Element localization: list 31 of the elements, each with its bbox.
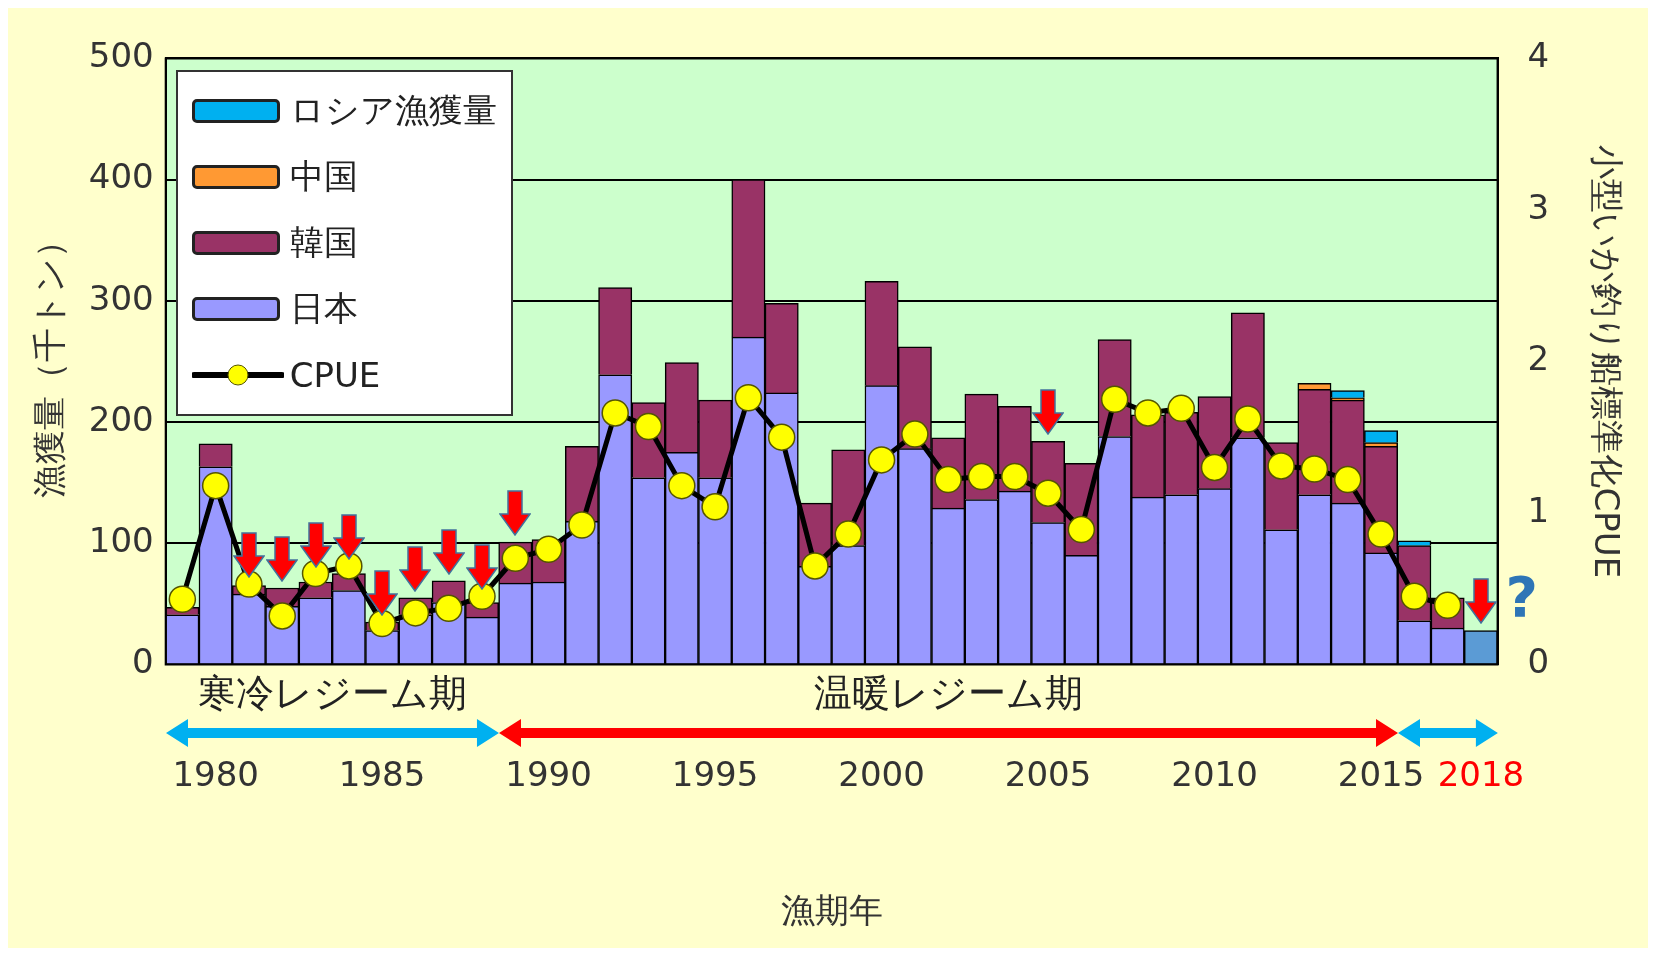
x-tick-label: 2005 [1004,753,1092,794]
x-tick-label: 1980 [172,753,259,794]
y-tick-label: 0 [132,641,154,682]
y2-tick-label: 2 [1527,338,1550,379]
text: ? [1505,564,1539,630]
x-tick-label: 1995 [671,753,759,794]
y-tick-label: 100 [88,520,154,561]
text: 寒冷レジーム期 [196,670,468,718]
y2-tick-label: 3 [1527,186,1550,227]
text: 温暖レジーム期 [812,670,1084,718]
x-tick-label: 2018 [1437,753,1525,794]
x-axis-title: 漁期年 [780,890,883,931]
legend-label: CPUE [289,355,381,396]
y2-tick-label: 0 [1527,641,1550,682]
x-tick-label: 2015 [1337,753,1425,794]
legend-label: 日本 [289,287,358,331]
y2-tick-label: 1 [1527,489,1550,530]
y-axis-title: 漁獲量（千トン） [29,224,70,499]
y-tick-label: 500 [88,35,154,76]
x-tick-label: 2000 [838,753,925,794]
legend-label: ロシア漁獲量 [289,89,497,133]
x-tick-label: 1985 [338,753,426,794]
y2-axis-title: 小型いか釣り船標準化CPUE [1586,144,1627,579]
y2-tick-label: 4 [1527,35,1550,76]
legend-label: 中国 [289,155,358,199]
x-tick-label: 2010 [1171,753,1258,794]
y-tick-label: 300 [88,277,154,318]
legend-label: 韓国 [289,221,358,265]
x-tick-label: 1990 [505,753,592,794]
y-tick-label: 400 [88,156,154,197]
y-tick-label: 200 [88,398,154,439]
